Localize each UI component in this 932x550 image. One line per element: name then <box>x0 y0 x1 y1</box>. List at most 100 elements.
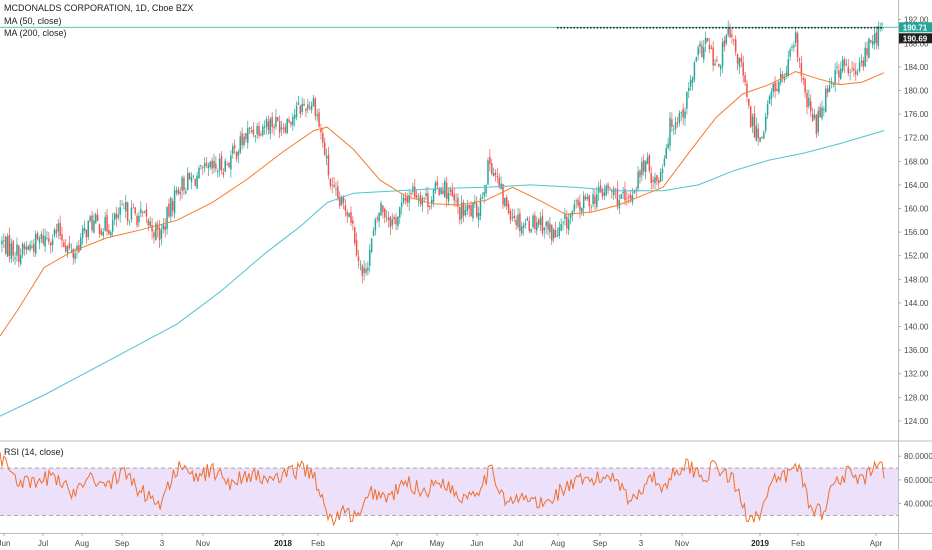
candle-body <box>789 49 791 57</box>
price-axis-ticks: 192.00 188.00 184.00 180.00 176.00 172.00 168.… <box>898 16 929 426</box>
candle-body <box>597 187 600 193</box>
candle-body <box>699 43 701 47</box>
candle-body <box>766 103 769 116</box>
candle-body <box>657 180 660 184</box>
candle-body <box>338 196 341 206</box>
candle-body <box>235 151 238 160</box>
candle-body <box>530 228 532 233</box>
candle-body <box>247 128 249 143</box>
candle-body <box>584 196 587 200</box>
candle-body <box>119 207 121 215</box>
time-tick-label: Jun <box>0 539 10 548</box>
ma50-line <box>0 71 885 337</box>
candle-body <box>89 216 91 221</box>
candle-body <box>731 34 733 37</box>
candle-body <box>331 184 333 186</box>
candle-body <box>216 170 219 172</box>
candle-body <box>408 194 410 203</box>
candle-body <box>823 108 825 111</box>
candle-body <box>329 178 332 186</box>
candle-body <box>385 216 388 218</box>
candle-body <box>10 243 13 259</box>
candle-body <box>125 201 127 212</box>
candle-body <box>209 161 211 168</box>
candle-body <box>596 194 598 208</box>
ma50-legend[interactable]: MA (50, close) <box>4 16 62 26</box>
candle-body <box>49 242 52 246</box>
candle-body <box>337 186 339 200</box>
candle-body <box>320 128 322 133</box>
candle-body <box>693 62 696 80</box>
candle-body <box>631 195 634 203</box>
candle-body <box>644 161 647 173</box>
candle-body <box>832 83 835 85</box>
candle-body <box>346 211 348 216</box>
candle-body <box>108 229 110 235</box>
candle-body <box>177 189 180 194</box>
candle-body <box>460 202 463 219</box>
candle-body <box>415 195 418 198</box>
candle-body <box>183 177 185 191</box>
candle-body <box>222 172 225 175</box>
candle-body <box>853 68 855 71</box>
candle-body <box>778 81 780 93</box>
candle-body <box>382 205 384 212</box>
candle-body <box>322 133 324 143</box>
candle-body <box>53 229 56 236</box>
candle-body <box>96 214 99 221</box>
candle-body <box>581 207 583 213</box>
candle-body <box>215 163 217 169</box>
candle-body <box>487 160 489 185</box>
candle-body <box>325 155 328 159</box>
candle-body <box>316 114 318 117</box>
candle-body <box>145 209 148 217</box>
rsi-axis-ticks: 80.0000 60.0000 40.0000 <box>898 452 932 509</box>
candle-body <box>768 96 771 104</box>
candle-body <box>864 47 866 67</box>
candle-body <box>641 161 643 175</box>
candle-body <box>522 224 525 228</box>
candle-body <box>774 82 776 92</box>
candle-body <box>611 191 613 193</box>
candle-body <box>517 214 519 227</box>
candle-body <box>436 181 439 186</box>
candle-body <box>310 105 313 111</box>
candle-body <box>173 190 176 214</box>
time-tick-label: Jul <box>513 539 523 548</box>
time-tick-label: Jul <box>38 539 48 548</box>
candle-body <box>432 189 435 203</box>
candle-body <box>817 110 820 132</box>
candle-body <box>265 119 268 127</box>
candle-body <box>421 198 424 206</box>
candle-body <box>798 58 801 61</box>
ma200-legend[interactable]: MA (200, close) <box>4 28 67 38</box>
candle-body <box>185 191 187 194</box>
candle-body <box>123 207 125 209</box>
candle-body <box>504 197 506 207</box>
candle-body <box>447 192 450 202</box>
candle-body <box>682 108 684 118</box>
candle-body <box>856 73 859 74</box>
candle-body <box>350 212 352 223</box>
candle-body <box>654 177 656 184</box>
candle-body <box>188 173 191 179</box>
candle-body <box>76 245 78 251</box>
candle-body <box>567 219 570 230</box>
candle-body <box>796 33 799 58</box>
candle-body <box>601 189 604 197</box>
candle-body <box>126 202 129 222</box>
candle-body <box>12 240 14 256</box>
candle-body <box>288 119 290 123</box>
candle-body <box>201 167 204 169</box>
candle-body <box>205 162 208 166</box>
candle-body <box>689 80 692 87</box>
rsi-legend[interactable]: RSI (14, close) <box>4 447 64 457</box>
candle-body <box>307 104 309 109</box>
candle-body <box>444 180 446 198</box>
time-tick-label: Apr <box>391 539 404 548</box>
candle-body <box>14 257 16 259</box>
candle-body <box>879 27 881 29</box>
candle-body <box>314 98 317 116</box>
candle-body <box>179 191 181 194</box>
